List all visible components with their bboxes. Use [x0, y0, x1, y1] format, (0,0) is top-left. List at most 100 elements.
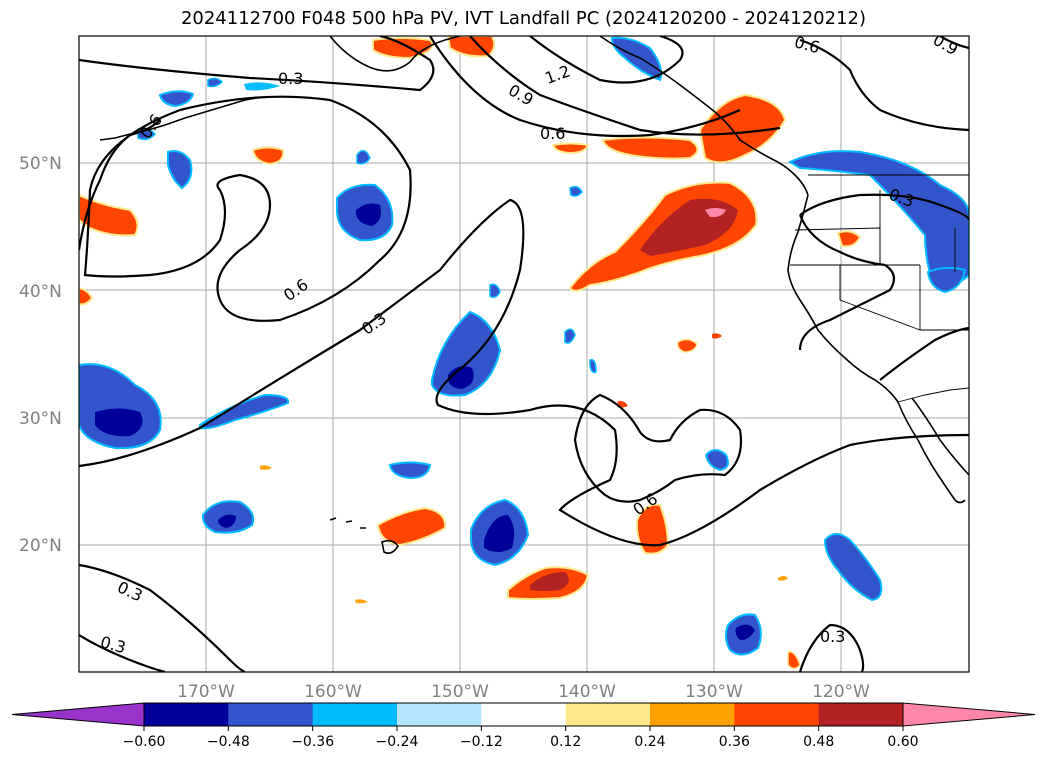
neg-core — [484, 515, 515, 552]
neg-area — [207, 77, 224, 88]
hawaii-islands — [329, 517, 366, 529]
lon-label: 140°W — [558, 682, 616, 702]
colorbar-extension-low — [11, 702, 145, 727]
contour-label: 0.9 — [930, 30, 962, 59]
pos-area — [698, 93, 787, 164]
pos-area — [836, 230, 862, 248]
colorbar-tick-label: 0.60 — [887, 734, 918, 750]
lat-label: 40°N — [19, 282, 62, 302]
neg-area — [823, 533, 883, 602]
colorbar-segment — [144, 703, 229, 726]
colorbar-segment — [650, 703, 735, 726]
colorbar-tick-label: −0.24 — [376, 734, 419, 750]
neg-area — [489, 283, 501, 299]
pos-area — [551, 142, 590, 155]
colorbar-tick-label: −0.12 — [460, 734, 503, 750]
contour-line — [798, 623, 865, 672]
us-west-coast — [787, 194, 899, 403]
contour-line — [79, 634, 166, 672]
contour-label: 0.3 — [114, 577, 145, 605]
contour-line — [529, 36, 684, 84]
se-alaska-bc-coast — [599, 36, 809, 196]
contour-line — [799, 38, 969, 132]
contour-line — [79, 36, 435, 92]
lon-label: 150°W — [431, 682, 489, 702]
colorbar-ticks: −0.60 −0.48 −0.36 −0.24 −0.12 0.12 0.24 0.36 0.4… — [123, 726, 919, 750]
colorbar-outline — [143, 702, 904, 727]
pos-area — [355, 599, 368, 604]
contour-label: 0.3 — [278, 69, 303, 88]
pos-area — [260, 465, 272, 470]
alaska-coast — [329, 36, 461, 72]
colorbar-segment — [565, 703, 651, 726]
map-frame — [78, 35, 970, 673]
neg-area — [388, 461, 432, 480]
latitude-labels: 50°N 40°N 30°N 20°N — [19, 154, 62, 556]
negative-anomaly-areas — [79, 36, 969, 656]
neg-area — [589, 359, 597, 374]
neg-core — [356, 203, 381, 226]
contour-label: 0.6 — [540, 124, 565, 143]
neg-area — [356, 149, 371, 165]
pos-core — [530, 572, 569, 591]
state-line — [919, 265, 969, 331]
hawaii — [381, 539, 399, 554]
pos-area — [376, 506, 447, 547]
contour-line — [469, 36, 781, 136]
neg-core — [448, 366, 474, 389]
pos-area — [712, 333, 722, 339]
neg-area — [610, 36, 663, 82]
contour-label: 0.3 — [98, 632, 128, 657]
lon-label: 160°W — [304, 682, 362, 702]
contour-line — [939, 36, 969, 50]
contour-line — [879, 326, 969, 381]
pos-area — [787, 651, 801, 670]
baja-california — [897, 401, 966, 504]
neg-area — [704, 449, 729, 472]
positive-anomaly-areas — [79, 36, 862, 670]
colorbar-tick-label: −0.36 — [291, 734, 334, 750]
neg-area — [926, 266, 967, 294]
contour-label: 0.6 — [792, 32, 822, 57]
pos-area — [79, 193, 139, 237]
lat-label: 20°N — [19, 536, 62, 556]
neg-area — [158, 90, 195, 108]
contour-line — [429, 36, 741, 138]
pos-area — [79, 286, 94, 306]
lon-label: 120°W — [812, 682, 870, 702]
colorbar-tick-label: −0.60 — [123, 734, 166, 750]
contour-line — [83, 95, 412, 322]
colorbar-tick-label: −0.48 — [207, 734, 250, 750]
colorbar-segment — [818, 703, 904, 726]
lon-label: 130°W — [685, 682, 743, 702]
pv-contours — [79, 36, 969, 672]
pos-area — [601, 136, 699, 160]
neg-area — [244, 82, 280, 91]
contour-label: 0.6 — [280, 275, 312, 305]
contour-line — [79, 198, 969, 547]
longitude-labels: 170°W 160°W 150°W 140°W 130°W 120°W — [177, 682, 870, 702]
neg-core — [218, 514, 236, 528]
map-title: 2024112700 F048 500 hPa PV, IVT Landfall… — [180, 8, 867, 29]
colorbar-tick-label: 0.24 — [634, 734, 665, 750]
lat-label: 50°N — [19, 154, 62, 174]
pos-area — [251, 146, 285, 166]
colorbar-tick-label: 0.12 — [550, 734, 581, 750]
colorbar-segment — [481, 703, 567, 726]
colorbar-segment — [397, 703, 482, 726]
neg-area — [167, 150, 193, 190]
pos-area — [676, 338, 698, 353]
colorbar-tick-label: 0.36 — [719, 734, 750, 750]
colorbar-extension-high — [902, 702, 1036, 727]
neg-area — [564, 328, 576, 344]
contour-label: 0.3 — [820, 627, 845, 646]
aleutian-islands — [99, 96, 263, 141]
pos-max — [705, 208, 726, 218]
contour-line — [573, 393, 743, 503]
contour-label: 1.2 — [542, 61, 572, 88]
contour-label: 0.9 — [505, 80, 537, 109]
colorbar-segment — [312, 703, 398, 726]
contour-line — [79, 119, 161, 251]
neg-core — [735, 624, 755, 640]
pos-area — [778, 576, 788, 581]
